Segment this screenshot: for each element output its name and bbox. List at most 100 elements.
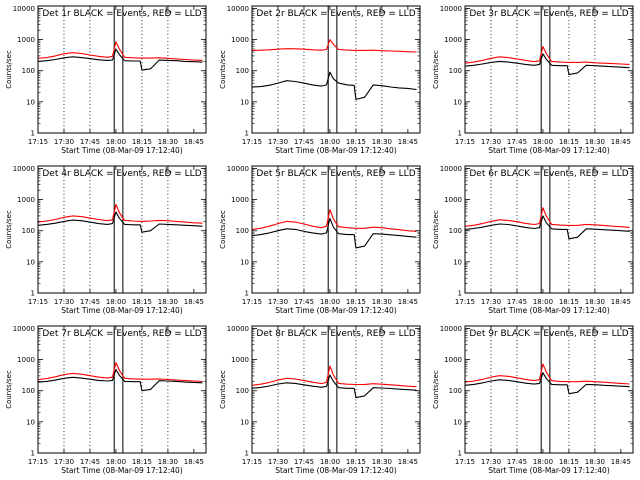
plot-frame — [37, 5, 207, 134]
y-axis-label: Counts/sec — [432, 370, 440, 409]
y-tick-label: 10 — [26, 258, 35, 266]
interval-marker — [540, 7, 599, 14]
x-tick-label: 18:00 — [533, 458, 553, 466]
x-tick-label: 17:15 — [28, 458, 48, 466]
y-axis-label: Counts/sec — [219, 210, 227, 249]
x-tick-label: 17:30 — [268, 138, 288, 146]
y-tick-label: 100 — [22, 227, 35, 235]
interval-marker — [327, 167, 386, 174]
x-tick-label: 18:45 — [184, 458, 204, 466]
x-tick-label: 17:30 — [54, 298, 74, 306]
y-tick-label: 1 — [245, 130, 249, 138]
x-tick-label: 18:15 — [132, 298, 152, 306]
events-series-line — [251, 217, 417, 249]
y-axis-label: Counts/sec — [5, 370, 13, 409]
panel-title: Det 5r BLACK = Events, RED = LLD — [256, 169, 415, 179]
x-tick-label: 17:15 — [455, 298, 475, 306]
x-tick-label: 18:15 — [132, 458, 152, 466]
events-series-line — [464, 372, 630, 395]
y-tick-label: 100 — [236, 227, 249, 235]
x-axis-label: Start Time (08-Mar-09 17:12:40) — [488, 466, 610, 475]
x-tick-label: 18:15 — [559, 298, 579, 306]
lld-series-line — [464, 363, 630, 385]
events-series-line — [37, 48, 203, 71]
x-axis-label: Start Time (08-Mar-09 17:12:40) — [275, 466, 397, 475]
panel-title: Det 3r BLACK = Events, RED = LLD — [469, 9, 628, 19]
panel-title: Det 8r BLACK = Events, RED = LLD — [256, 329, 415, 339]
y-tick-label: 10 — [26, 418, 35, 426]
y-tick-label: 10000 — [440, 165, 462, 173]
x-tick-label: 17:45 — [80, 458, 100, 466]
x-tick-label: 18:30 — [585, 458, 605, 466]
x-tick-label: 17:15 — [28, 138, 48, 146]
interval-marker — [540, 327, 599, 334]
y-tick-label: 1 — [458, 450, 462, 458]
y-tick-label: 10 — [26, 98, 35, 106]
y-tick-label: 10000 — [13, 325, 35, 333]
lld-series-line — [37, 41, 203, 61]
x-tick-label: 17:30 — [481, 458, 501, 466]
x-tick-label: 18:45 — [398, 298, 418, 306]
y-tick-label: 1 — [245, 290, 249, 298]
panel-2: Det 2r BLACK = Events, RED = LLD 17:15 17:… — [219, 5, 421, 155]
events-series-line — [37, 211, 203, 233]
y-tick-label: 100 — [449, 227, 462, 235]
x-tick-label: 18:00 — [533, 298, 553, 306]
x-tick-label: 17:45 — [80, 298, 100, 306]
panel-5: Det 5r BLACK = Events, RED = LLD 17:15 17:… — [219, 165, 421, 315]
events-series-line — [251, 71, 417, 100]
y-tick-label: 100 — [236, 67, 249, 75]
x-tick-label: 18:45 — [611, 298, 631, 306]
x-tick-label: 17:45 — [507, 458, 527, 466]
x-tick-label: 18:00 — [106, 138, 126, 146]
plot-frame — [251, 325, 421, 454]
y-tick-label: 1 — [31, 450, 35, 458]
plot-frame — [37, 325, 207, 454]
plot-frame — [251, 165, 421, 294]
x-tick-label: 17:30 — [481, 138, 501, 146]
x-tick-label: 18:00 — [106, 458, 126, 466]
x-tick-label: 17:45 — [80, 138, 100, 146]
y-tick-label: 1 — [458, 130, 462, 138]
panel-4: Det 4r BLACK = Events, RED = LLD 17:15 17:… — [5, 165, 207, 315]
x-tick-label: 18:45 — [398, 138, 418, 146]
y-tick-label: 10000 — [227, 325, 249, 333]
y-tick-label: 100 — [22, 387, 35, 395]
x-tick-label: 17:15 — [242, 458, 262, 466]
x-axis-label: Start Time (08-Mar-09 17:12:40) — [61, 306, 183, 315]
x-tick-label: 17:45 — [507, 138, 527, 146]
y-tick-label: 1 — [31, 130, 35, 138]
panel-8: Det 8r BLACK = Events, RED = LLD 17:15 17:… — [219, 325, 421, 475]
y-tick-label: 1000 — [17, 196, 35, 204]
x-tick-label: 18:15 — [346, 298, 366, 306]
interval-marker — [540, 167, 599, 174]
x-tick-label: 17:15 — [242, 298, 262, 306]
interval-marker — [113, 7, 172, 14]
y-axis-label: Counts/sec — [5, 50, 13, 89]
lld-series-line — [37, 203, 203, 224]
x-tick-label: 18:30 — [372, 458, 392, 466]
y-tick-label: 10000 — [13, 5, 35, 13]
panel-1: Det 1r BLACK = Events, RED = LLD 17:15 17:… — [5, 5, 207, 155]
panel-7: Det 7r BLACK = Events, RED = LLD 17:15 17:… — [5, 325, 207, 475]
x-axis-label: Start Time (08-Mar-09 17:12:40) — [61, 146, 183, 155]
y-tick-label: 10000 — [440, 5, 462, 13]
x-tick-label: 18:30 — [372, 138, 392, 146]
events-series-line — [464, 215, 630, 240]
y-tick-label: 100 — [449, 387, 462, 395]
x-axis-label: Start Time (08-Mar-09 17:12:40) — [275, 146, 397, 155]
y-tick-label: 1000 — [17, 356, 35, 364]
y-tick-label: 10 — [453, 98, 462, 106]
x-tick-label: 18:30 — [158, 138, 178, 146]
y-tick-label: 1000 — [17, 36, 35, 44]
y-tick-label: 100 — [449, 67, 462, 75]
y-tick-label: 10 — [240, 258, 249, 266]
y-tick-label: 1000 — [444, 36, 462, 44]
x-tick-label: 17:45 — [294, 298, 314, 306]
x-tick-label: 17:45 — [294, 138, 314, 146]
y-axis-label: Counts/sec — [5, 210, 13, 249]
x-axis-label: Start Time (08-Mar-09 17:12:40) — [488, 306, 610, 315]
interval-marker — [327, 7, 386, 14]
x-tick-label: 18:00 — [533, 138, 553, 146]
